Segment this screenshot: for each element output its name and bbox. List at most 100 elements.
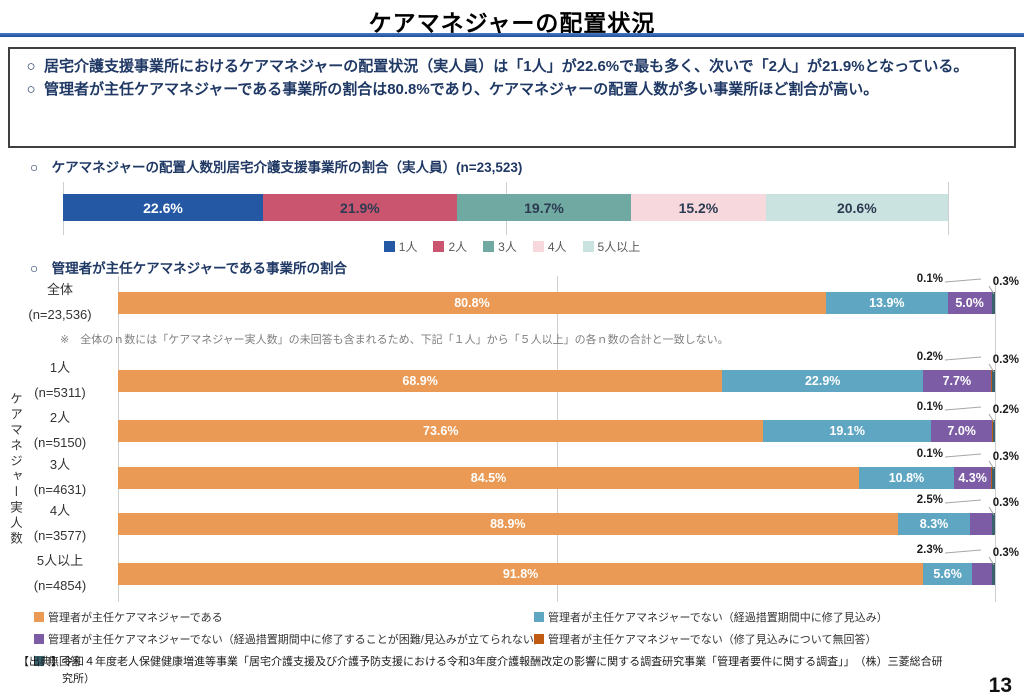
bar-row-全体: 80.8% 13.9% 5.0% bbox=[118, 292, 995, 314]
callout-value-left: 2.3% bbox=[916, 544, 943, 556]
chart1-segment-value: 19.7% bbox=[524, 199, 564, 216]
bar-segment-series5 bbox=[992, 467, 995, 489]
bar-segment-series2: 8.3% bbox=[897, 513, 971, 535]
callout-value-left: 0.1% bbox=[916, 448, 943, 460]
chart2-legend-label: 無回答 bbox=[48, 656, 81, 668]
row-n-label: (n=5311) bbox=[34, 385, 86, 400]
chart2-legend-item-series4: 管理者が主任ケアマネジャーでない（修了見込みについて無回答） bbox=[534, 631, 876, 647]
chart1-legend-label: 3人 bbox=[498, 240, 517, 254]
chart1-segment-1人: 22.6% bbox=[63, 194, 263, 221]
summary-bullet-1-text: 居宅介護支援事業所におけるケアマネジャーの配置状況（実人員）は「1人」が22.6… bbox=[44, 58, 969, 75]
row-n-label: (n=3577) bbox=[33, 528, 87, 543]
chart2-legend-label: 管理者が主任ケアマネジャーでない（修了見込みについて無回答） bbox=[548, 634, 877, 646]
bullet-marker: ○ bbox=[26, 81, 36, 99]
legend-swatch-icon bbox=[383, 241, 395, 252]
chart1-segment-5人以上: 20.6% bbox=[765, 194, 948, 221]
callout-2人: 0.1% 0.2% bbox=[845, 401, 1021, 427]
callout-value-left: 0.2% bbox=[916, 351, 943, 363]
callout-全体: 0.1% 0.3% bbox=[845, 273, 1021, 299]
bar-segment-value: 8.3% bbox=[919, 517, 949, 531]
legend-swatch-icon bbox=[34, 656, 44, 666]
legend-swatch-icon bbox=[34, 634, 44, 644]
row-label-5人以上: 5人以上 (n=4854) bbox=[10, 548, 110, 598]
bar-segment-value: 80.8% bbox=[454, 296, 490, 310]
callout-3人: 0.1% 0.3% bbox=[845, 448, 1021, 474]
gridline-100pct bbox=[948, 182, 949, 235]
callout-value-right: 0.2% bbox=[992, 404, 1019, 416]
bar-segment-series1: 73.6% bbox=[118, 420, 764, 442]
chart2-legend-label: 管理者が主任ケアマネジャーでない（経過措置期間中に修了することが困難/見込みが立… bbox=[48, 634, 545, 646]
bar-segment-series4 bbox=[990, 370, 993, 392]
callout-4人: 2.5% 0.3% bbox=[845, 494, 1021, 520]
bar-segment-value: 7.0% bbox=[947, 424, 976, 438]
row-category-label: 4人 bbox=[49, 503, 71, 518]
row-n-label: (n=4854) bbox=[33, 578, 87, 593]
summary-bullet-2: ○ 管理者が主任ケアマネジャーである事業所の割合は80.8%であり、ケアマネジャ… bbox=[18, 78, 1004, 101]
bar-segment-value: 5.6% bbox=[933, 567, 962, 581]
chart2-legend-label: 管理者が主任ケアマネジャーである bbox=[48, 612, 223, 624]
chart1-heading: ○ ケアマネジャーの配置人数別居宅介護支援事業所の割合（実人員）(n=23,52… bbox=[30, 160, 523, 175]
bar-segment-value: 73.6% bbox=[423, 424, 459, 438]
callout-5人以上: 2.3% 0.3% bbox=[845, 544, 1021, 570]
chart2-legend-label: 管理者が主任ケアマネジャーでない（経過措置期間中に修了見込み） bbox=[548, 612, 888, 624]
row-category-label: 3人 bbox=[49, 457, 71, 472]
callout-value-left: 0.1% bbox=[916, 273, 943, 285]
row-n-label: (n=5150) bbox=[33, 435, 87, 450]
bar-segment-value: 4.3% bbox=[958, 471, 987, 485]
chart2-note: ※ 全体のｎ数には「ケアマネジャー実人数」の未回答も含まれるため、下記「１人」か… bbox=[60, 334, 729, 346]
bar-segment-series1: 84.5% bbox=[118, 467, 860, 489]
summary-bullet-1: ○ 居宅介護支援事業所におけるケアマネジャーの配置状況（実人員）は「1人」が22… bbox=[18, 55, 1004, 78]
chart1-stacked-bar: 22.6% 21.9% 19.7% 15.2% 20.6% bbox=[63, 194, 948, 221]
title-divider bbox=[0, 33, 1024, 37]
bar-segment-series1: 91.8% bbox=[118, 563, 924, 585]
chart2-legend-item-series2: 管理者が主任ケアマネジャーでない（経過措置期間中に修了見込み） bbox=[534, 609, 888, 625]
chart1-legend-label: 5人以上 bbox=[597, 240, 641, 254]
bar-segment-series1: 80.8% bbox=[118, 292, 826, 314]
callout-value-left: 0.1% bbox=[916, 401, 943, 413]
callout-leader-line bbox=[944, 356, 995, 373]
chart1-legend-label: 2人 bbox=[448, 240, 468, 254]
bar-segment-value: 91.8% bbox=[502, 567, 539, 581]
gridline-100pct bbox=[995, 276, 996, 602]
bar-segment-value: 84.5% bbox=[470, 471, 507, 485]
bar-segment-series1: 68.9% bbox=[118, 370, 723, 392]
bar-row-2人: 73.6% 19.1% 7.0% bbox=[118, 420, 995, 442]
row-category-label: 2人 bbox=[49, 410, 71, 425]
chart1-legend-label: 1人 bbox=[398, 240, 418, 254]
chart2-legend-row-2: 管理者が主任ケアマネジャーでない（経過措置期間中に修了することが困難/見込みが立… bbox=[34, 628, 1019, 650]
chart1-segment-value: 22.6% bbox=[143, 199, 183, 216]
chart1-segment-4人: 15.2% bbox=[631, 194, 766, 221]
page-number: 13 bbox=[988, 674, 1012, 697]
bullet-marker: ○ bbox=[26, 58, 36, 75]
legend-swatch-icon bbox=[534, 612, 544, 622]
bar-segment-value: 19.1% bbox=[829, 424, 865, 438]
bar-segment-value: 10.8% bbox=[888, 471, 925, 485]
bar-segment-series3: 4.3% bbox=[953, 467, 992, 489]
chart2-legend-item-series5: 無回答 bbox=[34, 653, 81, 669]
chart2-plot: 80.8% 13.9% 5.0% 全体 (n=23,536) 0.1% 0.3% 68.9% 2… bbox=[28, 273, 1019, 602]
chart1-legend-item-2人: 2人 bbox=[433, 238, 467, 255]
row-label-4人: 4人 (n=3577) bbox=[10, 498, 110, 548]
chart2-legend: 管理者が主任ケアマネジャーである管理者が主任ケアマネジャーでない（経過措置期間中… bbox=[34, 606, 1019, 672]
chart1-segment-value: 21.9% bbox=[340, 199, 380, 216]
bar-segment-series2: 22.9% bbox=[722, 370, 924, 392]
chart2-legend-row-3: 無回答 bbox=[34, 650, 1019, 672]
chart2-y-axis-label: ケアマネジャー実人数 bbox=[8, 392, 22, 547]
bar-segment-series3: 7.7% bbox=[923, 370, 991, 392]
chart1-segment-value: 20.6% bbox=[836, 199, 877, 216]
chart1-segment-3人: 19.7% bbox=[456, 194, 632, 221]
chart1-legend: 1人 2人 3人 4人 5人以上 bbox=[0, 238, 1024, 255]
callout-1人: 0.2% 0.3% bbox=[845, 351, 1021, 377]
bar-segment-value: 13.9% bbox=[869, 296, 905, 310]
row-label-3人: 3人 (n=4631) bbox=[10, 452, 110, 502]
chart2-legend-item-series3: 管理者が主任ケアマネジャーでない（経過措置期間中に修了することが困難/見込みが立… bbox=[34, 631, 545, 647]
bar-segment-series5 bbox=[992, 292, 995, 314]
bar-segment-series2: 5.6% bbox=[923, 563, 973, 585]
bar-segment-value: 22.9% bbox=[804, 374, 841, 388]
callout-value-right: 0.3% bbox=[992, 276, 1019, 288]
callout-value-right: 0.3% bbox=[992, 451, 1019, 463]
bar-row-1人: 68.9% 22.9% 7.7% bbox=[118, 370, 995, 392]
row-n-label: (n=23,536) bbox=[28, 307, 92, 322]
chart1-legend-item-4人: 4人 bbox=[532, 238, 567, 255]
chart2-heading: ○ 管理者が主任ケアマネジャーである事業所の割合 bbox=[30, 261, 348, 276]
